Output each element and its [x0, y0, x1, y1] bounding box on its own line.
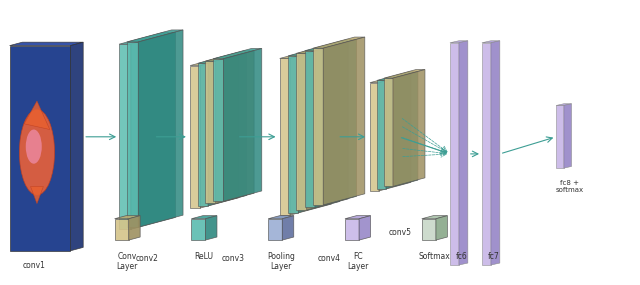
- FancyBboxPatch shape: [205, 61, 216, 203]
- Polygon shape: [459, 41, 468, 265]
- FancyBboxPatch shape: [119, 44, 131, 229]
- Polygon shape: [296, 42, 348, 53]
- Polygon shape: [280, 47, 332, 58]
- Polygon shape: [70, 42, 83, 251]
- FancyBboxPatch shape: [288, 56, 298, 213]
- Polygon shape: [315, 40, 356, 207]
- Polygon shape: [307, 42, 348, 210]
- FancyBboxPatch shape: [345, 219, 359, 240]
- Polygon shape: [491, 41, 500, 265]
- FancyBboxPatch shape: [213, 59, 223, 201]
- Text: Softmax: Softmax: [419, 252, 451, 260]
- Text: fc8 +
softmax: fc8 + softmax: [556, 180, 584, 194]
- Polygon shape: [305, 40, 356, 51]
- Polygon shape: [450, 43, 459, 265]
- Polygon shape: [393, 70, 425, 186]
- Polygon shape: [323, 37, 365, 205]
- Polygon shape: [564, 104, 572, 168]
- Polygon shape: [138, 30, 183, 227]
- Text: conv1: conv1: [22, 261, 45, 270]
- Polygon shape: [213, 48, 262, 59]
- Polygon shape: [345, 216, 371, 219]
- Polygon shape: [208, 53, 246, 206]
- Polygon shape: [359, 216, 371, 240]
- FancyBboxPatch shape: [198, 63, 208, 206]
- Ellipse shape: [19, 109, 54, 195]
- FancyBboxPatch shape: [422, 219, 436, 240]
- FancyBboxPatch shape: [191, 219, 205, 240]
- Polygon shape: [205, 216, 217, 240]
- FancyBboxPatch shape: [127, 42, 138, 227]
- Polygon shape: [119, 32, 175, 44]
- Polygon shape: [131, 32, 175, 229]
- Polygon shape: [24, 101, 50, 129]
- Text: Pooling
Layer: Pooling Layer: [267, 252, 295, 271]
- Polygon shape: [31, 186, 44, 203]
- Text: conv3: conv3: [222, 254, 245, 263]
- FancyBboxPatch shape: [370, 83, 379, 191]
- Text: fc6: fc6: [456, 252, 468, 261]
- Polygon shape: [436, 216, 447, 240]
- Polygon shape: [205, 51, 254, 61]
- Polygon shape: [288, 45, 340, 56]
- Polygon shape: [190, 55, 239, 66]
- Text: Conv
Layer: Conv Layer: [116, 252, 138, 271]
- Polygon shape: [556, 105, 564, 168]
- Polygon shape: [268, 216, 294, 219]
- FancyBboxPatch shape: [313, 48, 323, 205]
- Polygon shape: [422, 216, 447, 219]
- Polygon shape: [200, 55, 239, 208]
- Text: FC
Layer: FC Layer: [347, 252, 369, 271]
- FancyBboxPatch shape: [115, 219, 129, 240]
- Polygon shape: [482, 41, 500, 43]
- FancyBboxPatch shape: [190, 66, 200, 208]
- Polygon shape: [290, 47, 332, 215]
- Polygon shape: [10, 42, 83, 46]
- Polygon shape: [379, 74, 411, 191]
- Text: ReLU: ReLU: [195, 252, 214, 260]
- Polygon shape: [313, 37, 365, 48]
- Polygon shape: [482, 43, 491, 265]
- Polygon shape: [10, 46, 70, 251]
- Text: conv5: conv5: [388, 228, 412, 237]
- FancyBboxPatch shape: [305, 51, 315, 207]
- FancyBboxPatch shape: [296, 53, 307, 210]
- Polygon shape: [384, 70, 425, 78]
- Polygon shape: [370, 74, 411, 83]
- Polygon shape: [556, 104, 572, 105]
- Polygon shape: [216, 51, 254, 203]
- Polygon shape: [129, 216, 140, 240]
- FancyBboxPatch shape: [384, 78, 393, 186]
- Text: conv4: conv4: [318, 254, 341, 263]
- Polygon shape: [298, 45, 340, 213]
- Text: conv2: conv2: [136, 254, 159, 263]
- Polygon shape: [127, 30, 183, 42]
- Polygon shape: [115, 216, 140, 219]
- Ellipse shape: [26, 129, 42, 164]
- Polygon shape: [223, 48, 262, 201]
- Polygon shape: [198, 53, 246, 63]
- FancyBboxPatch shape: [377, 80, 386, 189]
- Polygon shape: [377, 72, 418, 80]
- FancyBboxPatch shape: [268, 219, 282, 240]
- FancyBboxPatch shape: [280, 58, 290, 215]
- Polygon shape: [386, 72, 418, 189]
- Polygon shape: [191, 216, 217, 219]
- Text: fc7: fc7: [488, 252, 500, 261]
- Polygon shape: [450, 41, 468, 43]
- Polygon shape: [282, 216, 294, 240]
